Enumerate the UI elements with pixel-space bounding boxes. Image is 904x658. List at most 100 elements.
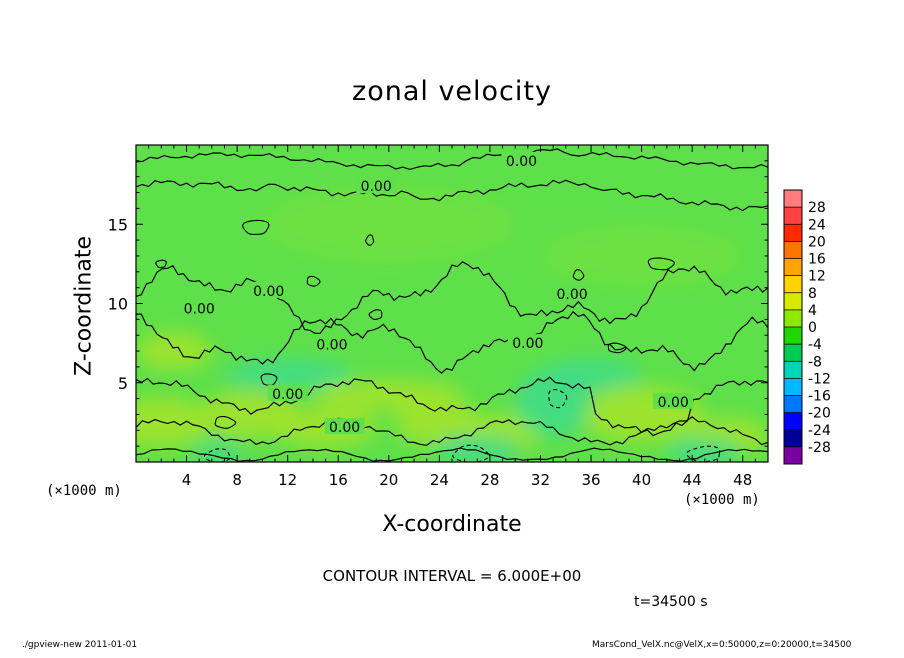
colorbar-segment [784, 446, 802, 465]
x-axis-unit-left: (×1000 m) [46, 483, 122, 499]
y-axis-label: Z-coordinate [71, 236, 97, 376]
contour-label-backdrop [507, 334, 548, 351]
colorbar-segment [784, 309, 802, 328]
contour-label-backdrop [653, 392, 694, 409]
contour-label-backdrop [179, 299, 220, 316]
y-tick-label: 15 [108, 215, 128, 234]
colorbar-label: 28 [808, 200, 826, 216]
contour-label: 0.00 [253, 284, 284, 300]
contour-line [136, 416, 768, 446]
x-tick-label: 44 [683, 471, 702, 489]
contour-lines [136, 148, 768, 462]
chart-title: zonal velocity [352, 76, 552, 107]
colorbar-label: -16 [808, 389, 831, 405]
contour-label: 0.00 [556, 287, 587, 303]
contour-label-backdrop [552, 284, 593, 301]
field-patch [540, 224, 743, 288]
contour-labels: 0.00 0.00 0.00 0.00 0.00 0.00 0.00 0.00 0.00 0.00 [179, 151, 694, 436]
x-tick-label: 24 [430, 471, 449, 489]
field-patch [312, 379, 465, 412]
colorbar-label: 12 [808, 269, 826, 285]
contour-interval-text: CONTOUR INTERVAL = 6.000E+00 [322, 567, 582, 585]
contour-label: 0.00 [506, 154, 537, 170]
field-patch [395, 401, 484, 447]
x-tick-label: 40 [632, 471, 651, 489]
contour-line [136, 179, 768, 212]
x-tick-label: 48 [733, 471, 752, 489]
x-tick-label: 16 [329, 471, 348, 489]
contour-label: 0.00 [184, 301, 215, 317]
colorbar-segment [784, 207, 802, 225]
contour-label-backdrop [501, 151, 542, 168]
contour-label: 0.00 [316, 338, 347, 354]
colorbar-segment [784, 327, 802, 345]
x-tick-label: 12 [278, 471, 297, 489]
contour-line [136, 447, 768, 462]
colorbar-label: 0 [808, 320, 817, 336]
x-axis-ticks: 4 8 12 16 20 24 28 32 36 40 44 48 [135, 145, 769, 489]
field-patch [540, 358, 642, 391]
footer-program-date: ./gpview-new 2011-01-01 [22, 640, 138, 650]
contour-label: 0.00 [329, 420, 360, 436]
colorbar-label: -4 [808, 337, 822, 353]
x-tick-label: 36 [581, 471, 600, 489]
colorbar-segment [784, 429, 802, 448]
contour-label-backdrop [248, 281, 289, 298]
contour-loop [607, 342, 627, 354]
y-tick-label: 5 [118, 374, 128, 393]
colorbar-segment [784, 258, 802, 276]
colorbar-segment [784, 275, 802, 294]
field-patch [666, 438, 743, 462]
y-tick-label: 10 [108, 295, 128, 314]
contour-loop [685, 445, 721, 462]
y-axis-ticks: 5 10 15 [108, 144, 768, 463]
contour-label: 0.00 [512, 336, 543, 352]
contour-loop [572, 269, 585, 281]
contour-label: 0.00 [361, 179, 392, 195]
contour-loop [548, 388, 568, 409]
field-patch [262, 184, 516, 264]
field-patch [224, 358, 351, 391]
colorbar-segment [784, 344, 802, 362]
colorbar-label: 8 [808, 286, 817, 302]
contour-label-backdrop [267, 384, 308, 401]
contour-loop [203, 448, 231, 462]
colorbar-label: -12 [808, 371, 831, 387]
colorbar-label: 24 [808, 217, 826, 233]
x-tick-label: 8 [232, 471, 242, 489]
colorbar-label: 20 [808, 234, 826, 250]
colorbar-label: 16 [808, 252, 826, 268]
field-patch [192, 441, 244, 462]
contour-loop [242, 219, 270, 235]
contour-label-backdrop [311, 335, 352, 352]
contour-label-backdrop [324, 418, 365, 435]
time-label: t=34500 s [634, 594, 708, 610]
colorbar-segment [784, 241, 802, 259]
contour-line [136, 310, 768, 374]
x-tick-label: 20 [379, 471, 398, 489]
colorbar-label: -28 [808, 440, 831, 456]
colorbar-segment [784, 412, 802, 431]
colorbar-segment [784, 190, 802, 208]
contour-line [136, 376, 768, 437]
colorbar-segment [784, 395, 802, 413]
field-patch [136, 332, 212, 371]
contour-line [136, 261, 768, 334]
x-tick-label: 28 [480, 471, 499, 489]
x-tick-label: 32 [531, 471, 550, 489]
field-patch [136, 397, 212, 448]
colorbar-segment [784, 378, 802, 396]
contour-loop [306, 275, 321, 287]
contour-loop [647, 257, 675, 271]
x-axis-unit-right: (×1000 m) [684, 492, 760, 508]
colorbar-segment [784, 361, 802, 379]
colorbar-label: -8 [808, 354, 822, 370]
contour-line [136, 148, 768, 171]
contour-loop [368, 309, 383, 321]
colorbar-label: -24 [808, 423, 831, 439]
contour-loop [214, 415, 237, 429]
contour-loop [365, 234, 375, 246]
